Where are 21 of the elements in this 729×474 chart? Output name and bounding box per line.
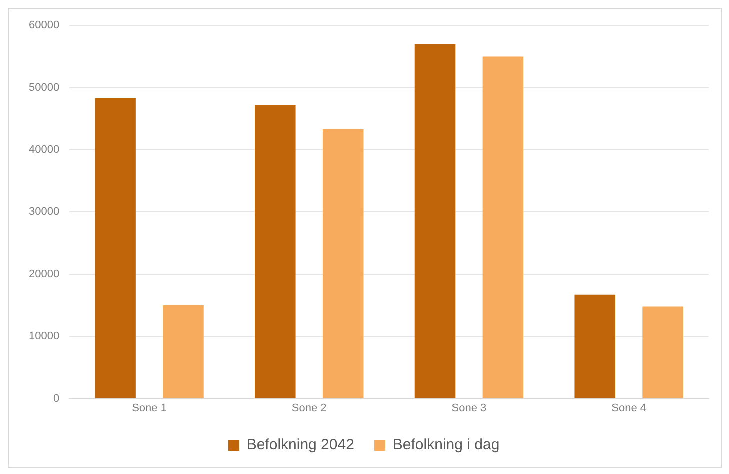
x-tick-label: Sone 2 bbox=[292, 402, 327, 414]
bar bbox=[163, 306, 204, 398]
y-tick-label: 30000 bbox=[28, 206, 60, 218]
y-tick-label: 60000 bbox=[28, 20, 60, 32]
y-tick-label: 20000 bbox=[28, 268, 60, 280]
legend-label: Befolkning 2042 bbox=[246, 436, 354, 454]
x-tick-label: Sone 1 bbox=[132, 402, 167, 414]
bar bbox=[642, 306, 684, 398]
bar bbox=[322, 129, 364, 398]
x-tick-label: Sone 3 bbox=[452, 402, 487, 414]
y-tick-label: 40000 bbox=[28, 144, 60, 156]
y-tick-label: 50000 bbox=[28, 82, 60, 94]
y-tick-label: 0 bbox=[53, 392, 60, 405]
bar bbox=[574, 294, 616, 398]
y-tick-label: 10000 bbox=[28, 330, 60, 343]
bar bbox=[95, 98, 136, 398]
legend-label: Befolkning i dag bbox=[392, 436, 500, 454]
bar bbox=[255, 105, 296, 398]
bar bbox=[414, 44, 456, 398]
bar bbox=[482, 56, 524, 398]
x-tick-label: Sone 4 bbox=[612, 402, 647, 414]
